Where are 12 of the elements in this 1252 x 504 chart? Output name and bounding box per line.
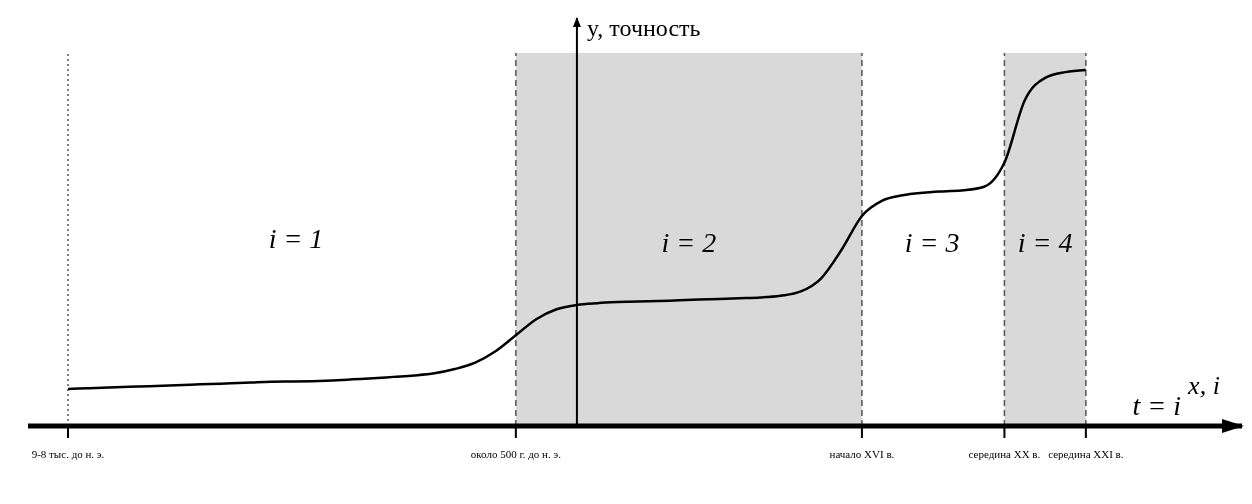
- x-tick-label: около 500 г. до н. э.: [470, 448, 562, 460]
- band-label: i = 2: [661, 226, 717, 258]
- x-axis-title: x, i: [1187, 371, 1220, 400]
- annotation: i = 3: [904, 226, 960, 258]
- annotation: i = 1: [268, 223, 324, 254]
- annotation: t = i: [1132, 390, 1181, 422]
- band-label: i = 4: [1017, 226, 1073, 258]
- x-tick-label: начало XVI в.: [829, 448, 895, 460]
- x-tick-label: 9-8 тыс. до н. э.: [31, 448, 105, 460]
- y-axis-title: y, точность: [586, 15, 701, 41]
- x-tick-label: середина XXI в.: [1048, 448, 1124, 460]
- x-tick-label: середина XX в.: [968, 448, 1041, 460]
